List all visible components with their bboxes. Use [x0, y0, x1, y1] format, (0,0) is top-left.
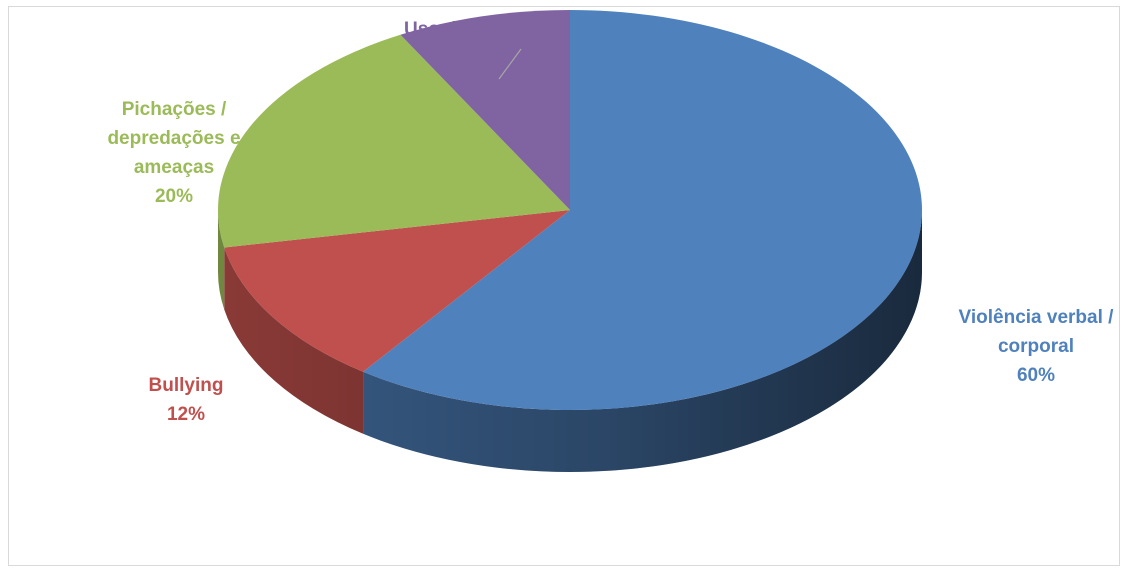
slice-value-label-0: 60%: [1017, 365, 1055, 386]
slice-value-label-1: 12%: [167, 404, 205, 425]
pie-slice-2: [218, 34, 570, 248]
pie-slice-3: [400, 9, 570, 210]
leader-line-3: [498, 48, 522, 80]
pie-side-shading: [218, 210, 922, 472]
slice-category-label-2: Pichações /: [122, 99, 227, 120]
data-labels: Violência verbal / corporal 60% Bullying 12%…: [107, 19, 1114, 425]
pie-sides: [218, 210, 923, 473]
slice-category-label-2: ameaças: [134, 157, 214, 178]
slice-category-label-2: depredações e: [107, 128, 240, 149]
slice-category-label-0: Violência verbal /: [959, 307, 1115, 328]
slice-category-label-1: Bullying: [149, 375, 224, 396]
pie-slice-1: [224, 210, 570, 372]
slice-category-label-0: corporal: [998, 336, 1074, 357]
pie-slice-0: [363, 10, 922, 410]
pie-top: [218, 9, 922, 410]
slice-category-label-3: Uso de drogas: [404, 19, 536, 40]
slice-value-label-3: 8%: [456, 48, 484, 69]
slice-value-label-2: 20%: [155, 186, 193, 207]
